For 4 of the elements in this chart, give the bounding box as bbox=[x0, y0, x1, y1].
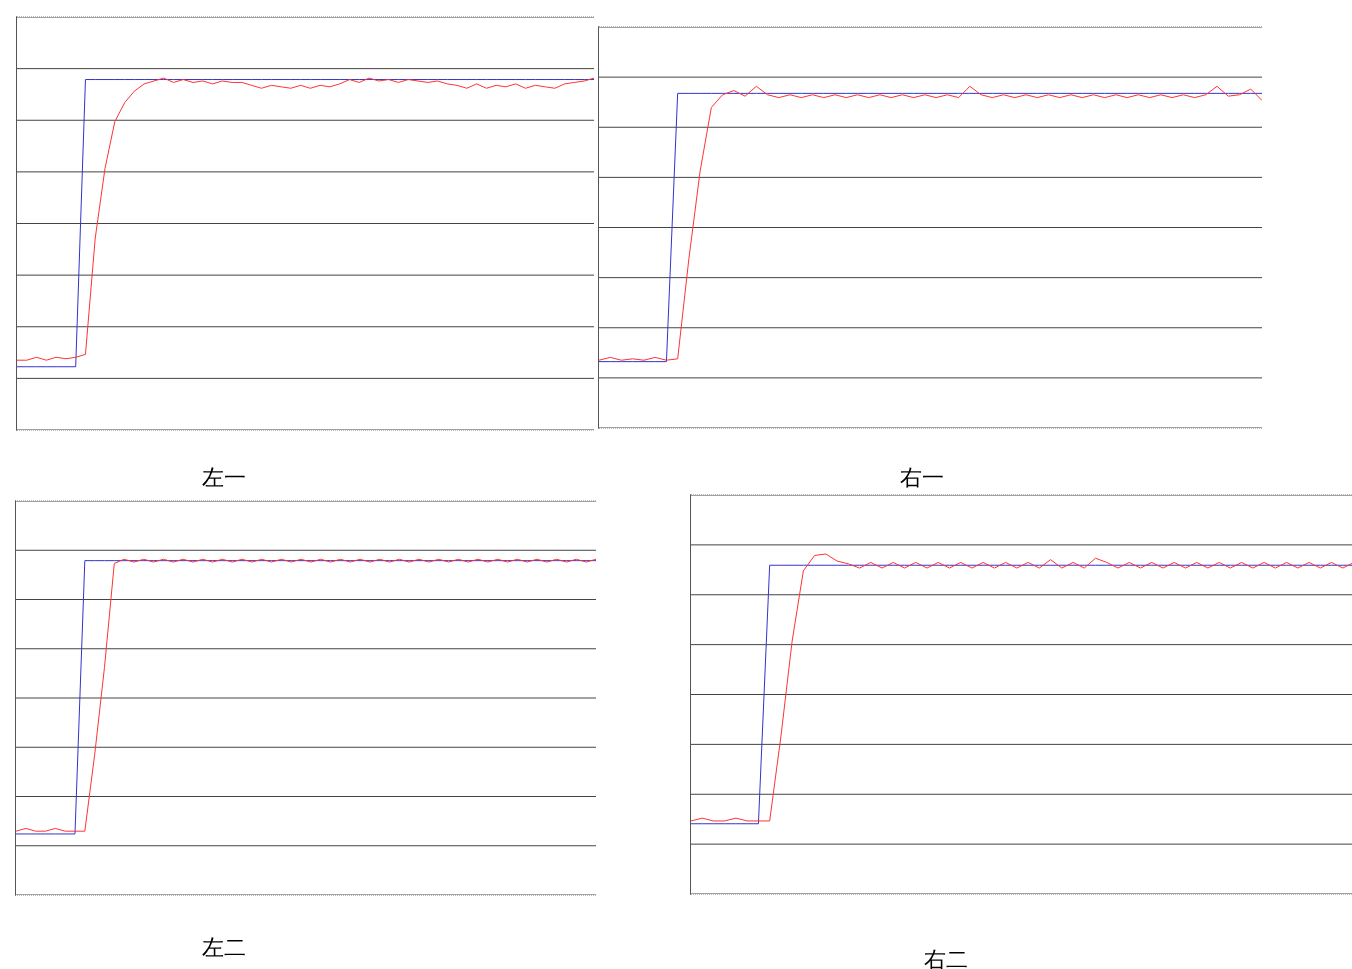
text: 右一 bbox=[899, 464, 945, 492]
text: 左二 bbox=[201, 934, 247, 962]
text: 右二 bbox=[923, 946, 969, 969]
text: 左一 bbox=[201, 464, 247, 492]
